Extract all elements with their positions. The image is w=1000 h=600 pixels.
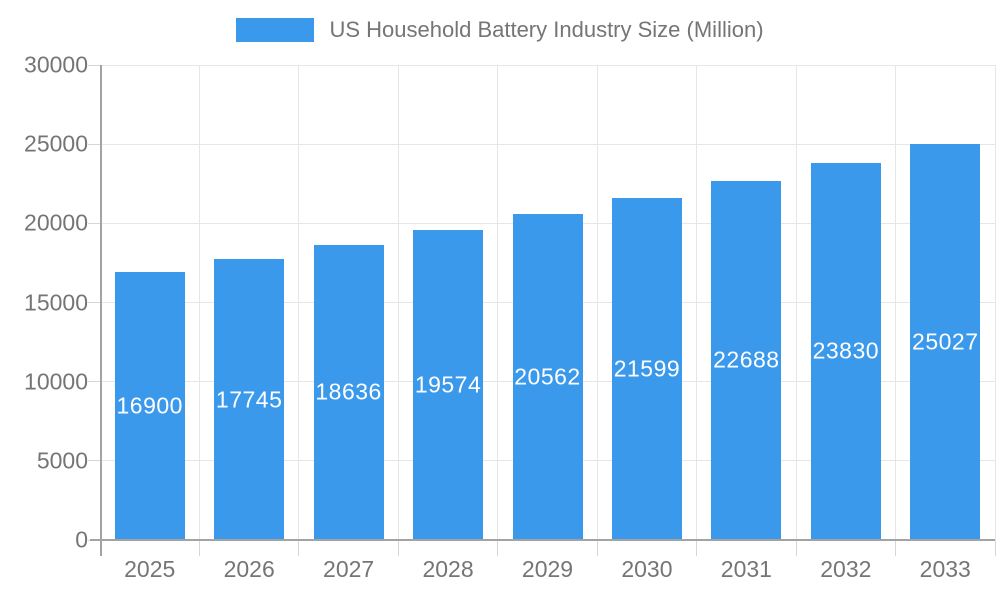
x-axis-label-2029: 2029 xyxy=(521,556,574,582)
v-gridline xyxy=(994,65,996,540)
y-axis-label-15000: 15000 xyxy=(24,289,88,315)
bar-2031[interactable]: 22688 xyxy=(711,180,782,540)
y-axis-line xyxy=(100,65,102,556)
bar-value-label: 19574 xyxy=(414,371,482,398)
x-axis-label-2028: 2028 xyxy=(422,556,474,582)
v-gridline xyxy=(895,65,897,540)
plot-area: 16900 17745 18636 19574 20562 21599 22688 23830… xyxy=(88,64,996,556)
h-gridline-25000 xyxy=(100,143,995,145)
bar-2032[interactable]: 23830 xyxy=(810,162,881,540)
bar-2026[interactable]: 17745 xyxy=(214,259,285,540)
legend-swatch-icon xyxy=(236,18,315,42)
y-tick xyxy=(88,143,100,145)
bar-value-label: 16900 xyxy=(116,392,183,419)
x-axis-line xyxy=(90,539,995,541)
legend-label: US Household Battery Industry Size (Mill… xyxy=(329,17,764,42)
x-tick xyxy=(994,540,996,556)
x-axis-label-2032: 2032 xyxy=(820,556,872,582)
v-gridline xyxy=(497,65,499,540)
x-axis-label-2030: 2030 xyxy=(621,556,673,582)
y-axis-label-10000: 10000 xyxy=(24,368,88,395)
bar-2025[interactable]: 16900 xyxy=(114,272,185,540)
v-gridline xyxy=(198,65,200,540)
x-tick xyxy=(397,540,399,556)
x-tick xyxy=(298,540,300,556)
bar-value-label: 20562 xyxy=(514,363,581,390)
v-gridline xyxy=(397,65,399,540)
x-tick xyxy=(795,540,797,556)
legend[interactable]: US Household Battery Industry Size (Mill… xyxy=(0,17,1000,43)
bar-2030[interactable]: 21599 xyxy=(611,198,682,540)
y-axis-label-5000: 5000 xyxy=(36,447,88,474)
x-tick xyxy=(895,540,897,556)
bar-value-label: 25027 xyxy=(912,328,979,355)
bar-value-label: 22688 xyxy=(713,346,780,373)
h-gridline-30000 xyxy=(100,64,995,66)
x-axis-label-2027: 2027 xyxy=(323,556,375,582)
x-axis-label-2033: 2033 xyxy=(919,556,971,582)
y-tick xyxy=(88,381,100,383)
x-tick xyxy=(696,540,698,556)
bar-2027[interactable]: 18636 xyxy=(313,244,384,540)
y-axis: 0 5000 10000 15000 20000 25000 30000 xyxy=(0,52,88,553)
v-gridline xyxy=(298,65,300,540)
bar-value-label: 23830 xyxy=(812,337,880,364)
y-axis-label-0: 0 xyxy=(75,526,88,553)
x-tick xyxy=(596,540,598,556)
x-tick xyxy=(497,540,499,556)
x-tick xyxy=(198,540,200,556)
x-axis-label-2026: 2026 xyxy=(223,556,275,582)
y-axis-label-20000: 20000 xyxy=(24,209,88,236)
x-axis-label-2025: 2025 xyxy=(124,556,176,582)
y-tick xyxy=(88,64,100,66)
bar-2028[interactable]: 19574 xyxy=(413,230,484,540)
y-tick xyxy=(88,222,100,224)
bar-value-label: 17745 xyxy=(215,386,283,413)
v-gridline xyxy=(696,65,698,540)
y-axis-label-30000: 30000 xyxy=(24,51,88,78)
bar-2033[interactable]: 25027 xyxy=(910,143,981,540)
y-tick xyxy=(88,460,100,462)
y-tick xyxy=(88,302,100,303)
x-axis-label-2031: 2031 xyxy=(720,556,772,582)
x-axis: 2025 2026 2027 2028 2029 2030 2031 2032 2033 xyxy=(100,556,995,590)
bar-value-label: 18636 xyxy=(315,378,382,405)
y-axis-label-25000: 25000 xyxy=(24,130,88,157)
bar-2029[interactable]: 20562 xyxy=(512,214,583,540)
bar-value-label: 21599 xyxy=(613,355,681,382)
v-gridline xyxy=(596,65,598,540)
v-gridline xyxy=(795,65,797,540)
